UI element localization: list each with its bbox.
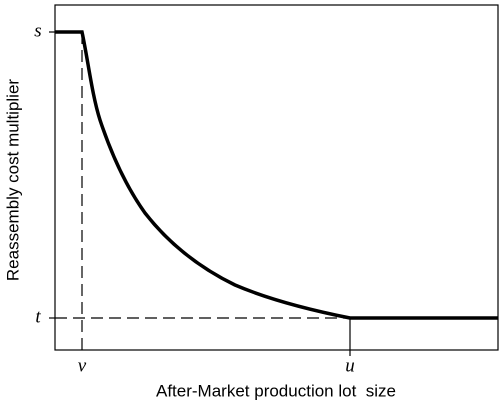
y-axis-label: Reassembly cost multiplier bbox=[3, 79, 22, 282]
x-axis-label: After-Market production lot size bbox=[156, 381, 396, 400]
x-tick-label: v bbox=[78, 355, 87, 376]
x-tick-label: u bbox=[345, 355, 355, 376]
y-tick-label: s bbox=[34, 20, 41, 41]
y-tick-label: t bbox=[35, 306, 41, 327]
cost-curve bbox=[55, 30, 498, 320]
plot-frame bbox=[54, 4, 499, 351]
